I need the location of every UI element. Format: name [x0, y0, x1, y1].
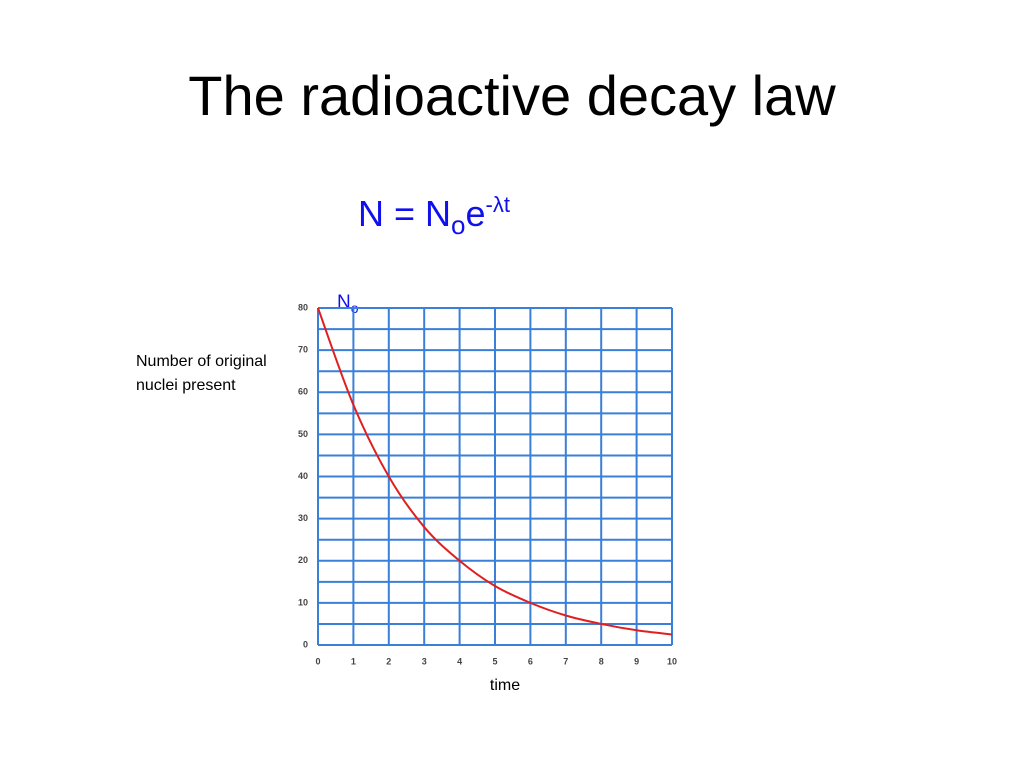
x-tick-label: 0 — [315, 656, 320, 666]
annotation-text: N — [337, 292, 351, 313]
x-tick-label: 1 — [351, 656, 356, 666]
y-tick-label: 40 — [298, 471, 308, 481]
x-tick-label: 5 — [492, 656, 497, 666]
x-tick-label: 2 — [386, 656, 391, 666]
x-tick-label: 10 — [667, 656, 677, 666]
y-tick-label: 10 — [298, 597, 308, 607]
x-tick-label: 6 — [528, 656, 533, 666]
x-tick-label: 3 — [422, 656, 427, 666]
formula-sup: -λt — [486, 192, 510, 217]
formula-sub: o — [451, 210, 465, 240]
slide-title: The radioactive decay law — [188, 64, 836, 127]
x-tick-label: 9 — [634, 656, 639, 666]
grid: 0 10 20 30 40 50 60 70 80 0 1 2 3 4 5 6 7 8 9 10 — [298, 302, 677, 666]
decay-curve — [317, 307, 673, 636]
formula-base: e — [466, 193, 486, 234]
y-axis-label: nuclei present — [136, 377, 236, 394]
x-tick-label: 4 — [457, 656, 462, 666]
y-tick-label: 50 — [298, 429, 308, 439]
x-tick-label: 7 — [563, 656, 568, 666]
y-axis-label: Number of original — [136, 353, 267, 370]
y-tick-label: 70 — [298, 345, 308, 355]
y-tick-label: 80 — [298, 302, 308, 312]
y-tick-label: 60 — [298, 387, 308, 397]
y-tick-label: 30 — [298, 513, 308, 523]
y-tick-label: 0 — [303, 639, 308, 649]
annotation: No — [337, 292, 359, 316]
x-axis-label: time — [490, 677, 520, 694]
formula: N = Noe-λt — [358, 192, 510, 240]
formula-left: N = N — [358, 193, 451, 234]
x-tick-label: 8 — [599, 656, 604, 666]
plot — [317, 307, 673, 636]
y-tick-label: 20 — [298, 555, 308, 565]
